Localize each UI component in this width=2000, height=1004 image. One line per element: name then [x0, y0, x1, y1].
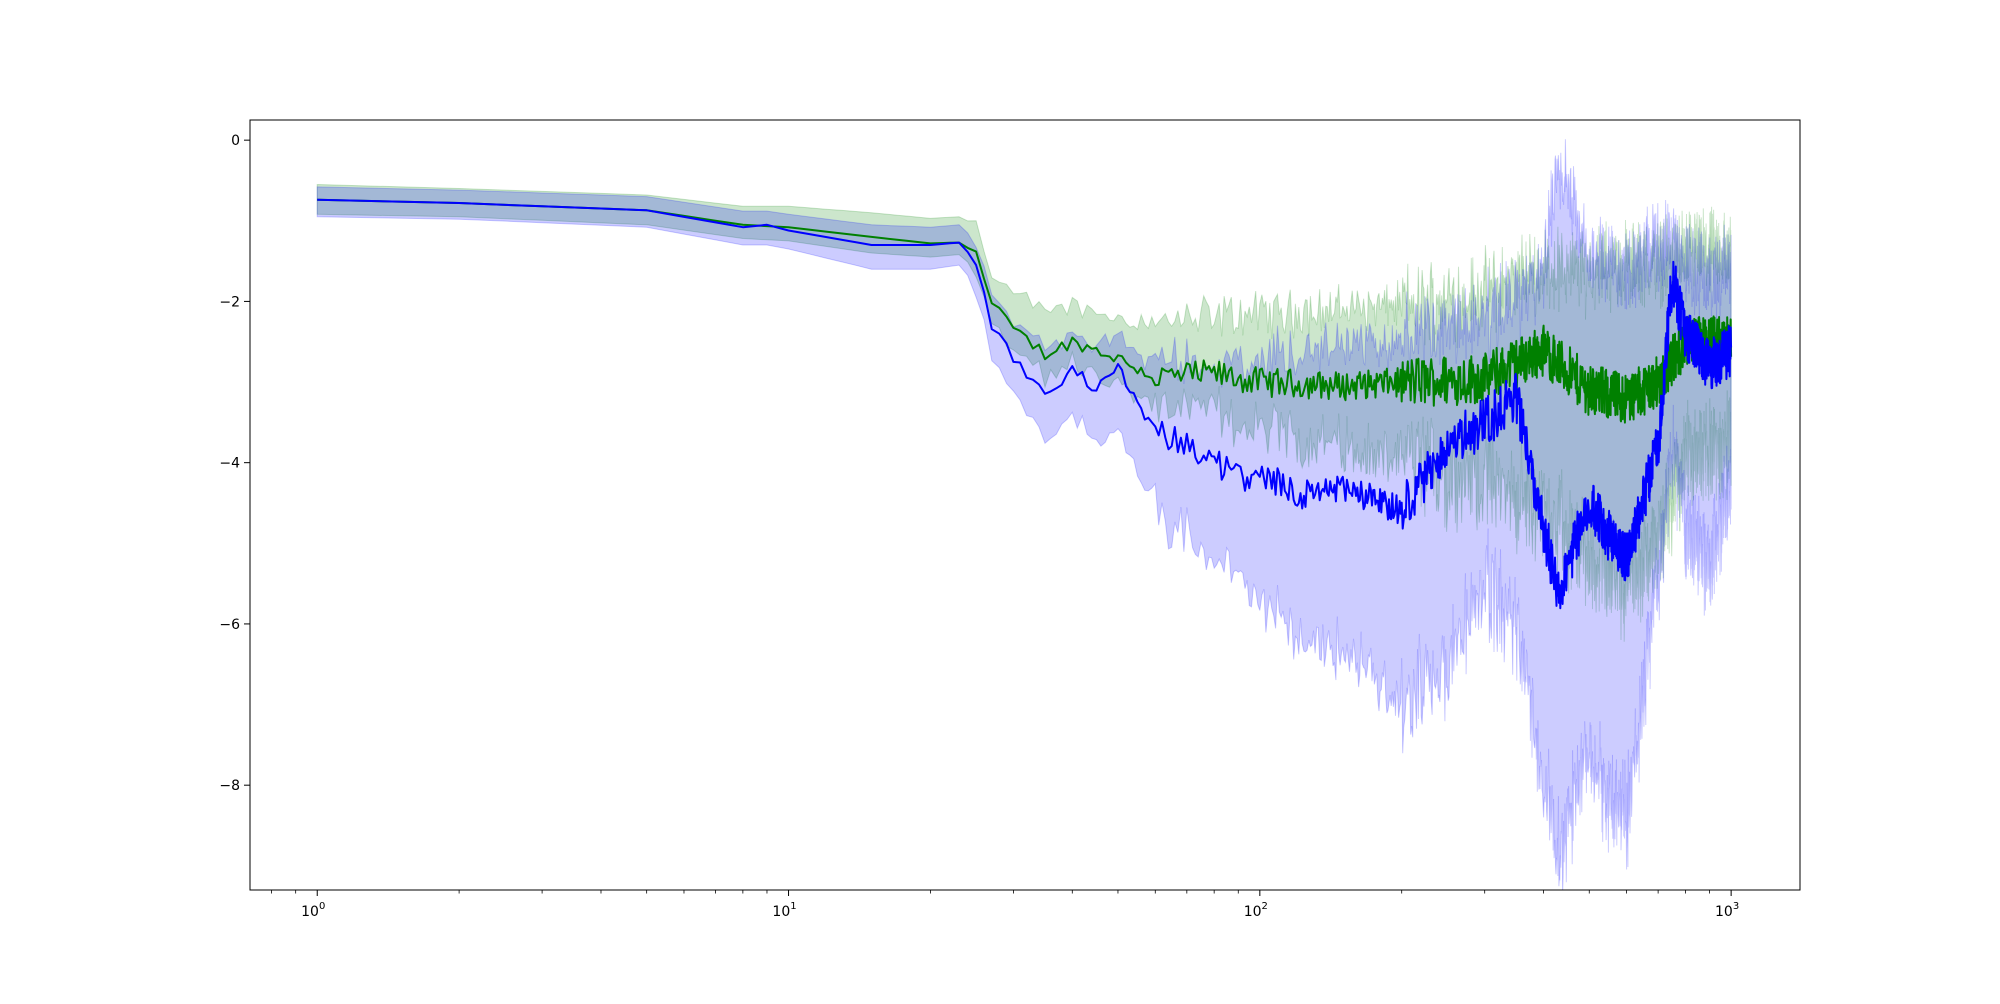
bands-layer: [316, 139, 1732, 890]
y-tick-label-4: −8: [219, 778, 240, 794]
y-tick-label-1: −2: [219, 294, 240, 310]
series-2-line: [317, 198, 1733, 610]
x-tick-label-2: 102: [1244, 901, 1268, 920]
y-tick-label-3: −6: [219, 617, 240, 633]
y-tick-label-2: −4: [219, 456, 240, 472]
series-2-band: [316, 139, 1732, 890]
x-tick-label-1: 101: [772, 901, 796, 920]
x-axis: 100 101 102 103: [271, 890, 1739, 920]
series-1-band: [316, 183, 1732, 642]
plot-frame: [249, 119, 1801, 891]
lines-layer: [317, 198, 1733, 610]
x-tick-label-3: 103: [1715, 901, 1739, 920]
y-tick-label-0: 0: [231, 133, 240, 149]
y-axis: 0 −2 −4 −6 −8: [219, 133, 250, 794]
x-tick-label-0: 100: [301, 901, 325, 920]
